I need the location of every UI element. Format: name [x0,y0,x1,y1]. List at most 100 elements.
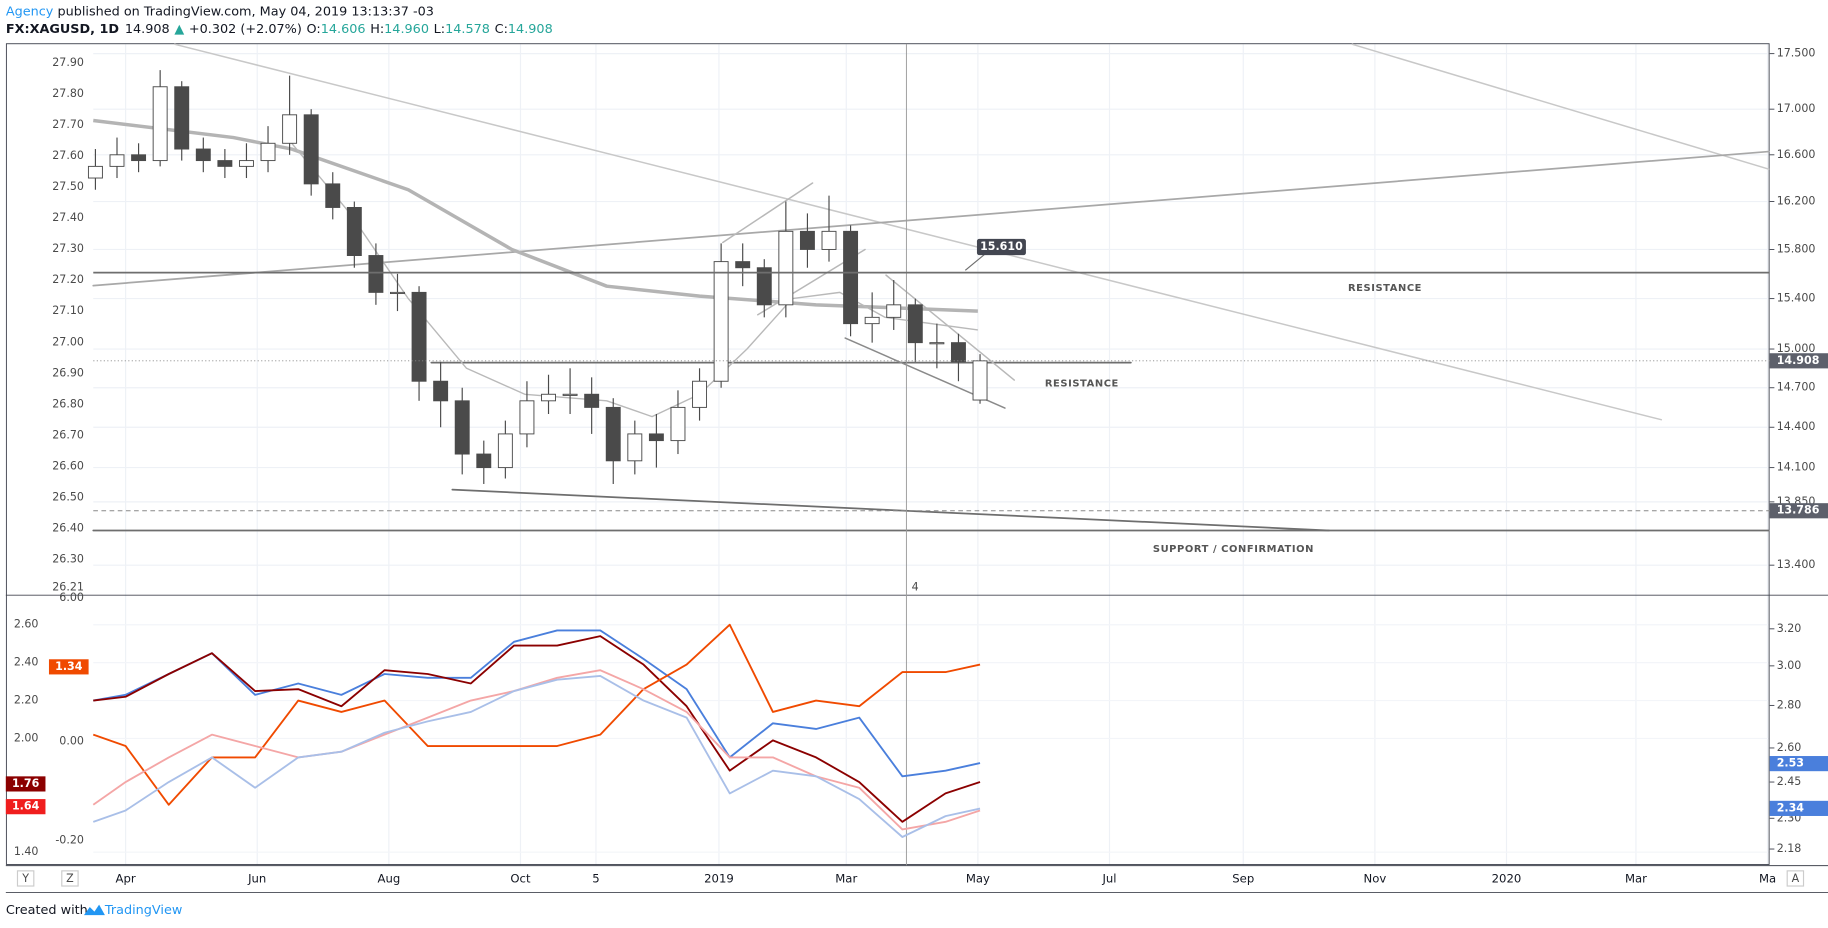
y2-tick-label: 26.90 [52,366,84,379]
publisher[interactable]: Agency [6,4,54,19]
axis-tag [1769,800,1828,816]
candle-body [303,114,319,185]
candle-body [390,291,405,295]
candle-body [692,380,708,408]
axis-tag-label: 1.76 [12,777,40,790]
candle-body [950,342,966,363]
candle-body [217,160,233,167]
y-tick-label: 2.40 [14,656,39,669]
trend-line [92,150,1770,287]
x-tick-label: Ma [1759,872,1776,886]
y-tick-label: 17.000 [1777,102,1816,115]
candle-body [670,406,686,442]
last-price: 14.908 [125,22,170,37]
axis-tag-label: 1.64 [12,800,40,813]
axis-tag-label: 2.53 [1777,757,1804,770]
price-tag [1769,353,1828,369]
moving-average [291,142,978,418]
candle-body [476,453,492,469]
candle-body [152,86,168,162]
y2-tick-label: 26.80 [52,397,84,410]
change-arrow: ▲ [174,22,184,37]
candle-body [282,114,298,144]
candle-body [238,160,254,167]
level-tag-label: 15.610 [980,240,1023,253]
x-tick-label: 5 [592,872,599,886]
y2-tick-label: 27.20 [52,273,84,286]
level-tag [976,238,1026,256]
y2-tick-label: 3.20 [1777,622,1802,635]
candle-body [627,433,643,462]
y3-tick-label: 0.00 [59,734,84,747]
candle-body [325,183,341,208]
x-tick-label: Aug [377,872,400,886]
y2-tick-label: 2.80 [1777,698,1802,711]
candle-body [497,433,513,469]
y-tick-label: 13.400 [1777,558,1816,571]
y2-tick-label: 27.80 [52,87,84,100]
price-tag [1769,503,1828,519]
candle-body [519,400,535,435]
symbol: FX:XAGUSD, 1D [6,22,119,37]
y-tick-label: 1.40 [14,845,39,858]
candle-body [972,360,988,401]
footer-text: Created with [6,903,88,918]
y-tick-label: 15.400 [1777,292,1816,305]
button-label[interactable]: A [1792,872,1800,885]
price-tag-label: 13.786 [1777,504,1820,517]
y2-tick-label: 2.45 [1777,775,1802,788]
candle-body [87,165,103,179]
y-tick-label: 17.500 [1777,47,1816,60]
candle-body [864,316,880,325]
candle-body [713,261,729,382]
y-tick-label: 14.100 [1777,461,1816,474]
y-tick-label: 16.600 [1777,148,1816,161]
axis-tag-label: 1.34 [55,660,83,673]
x-tick-label: May [966,872,990,886]
annotation: RESISTANCE [1045,379,1119,390]
y2-tick-label: 27.10 [52,304,84,317]
candle-body [109,154,125,167]
button[interactable] [1786,870,1805,887]
candle-body [433,380,449,402]
header-line-2: FX:XAGUSD, 1D 14.908 ▲ +0.302 (+2.07%) O:14.… [6,22,553,37]
candle-body [648,433,664,442]
button-label[interactable]: Z [66,872,74,885]
y-tick-label: 14.700 [1777,381,1816,394]
annotation: SUPPORT / CONFIRMATION [1153,544,1314,555]
button[interactable] [16,870,35,887]
indicator-line [93,635,981,823]
indicator-line [93,629,981,778]
candle-body [799,230,815,250]
y2-tick-label: 26.50 [52,490,84,503]
axis-tag [48,659,89,675]
x-tick-label: Nov [1364,872,1387,886]
y3-tick-label: 6.00 [59,591,84,604]
y2-tick-label: 3.00 [1777,659,1802,672]
annotation: RESISTANCE [1348,283,1422,294]
button[interactable] [61,870,79,887]
y2-tick-label: 26.21 [52,580,84,593]
x-tick-label: Oct [510,872,531,886]
indicator-line [92,623,981,806]
x-tick-label: Sep [1232,872,1254,886]
x-tick-label: 2019 [704,872,734,886]
brand[interactable]: TradingView [104,903,182,918]
y2-tick-label: 27.50 [52,180,84,193]
brand-logo [83,904,105,916]
crosshair-label: 4 [912,581,919,594]
ohlc-key: C: [495,22,508,37]
channel-line [885,274,1016,381]
y-tick-label: 15.800 [1777,242,1816,255]
y-tick-label: 16.200 [1777,195,1816,208]
x-tick-label: Mar [835,872,857,886]
plot: Apr Jun Aug Oct 5 2019 Mar May Jul Sep Nov 2020 Mar M… [5,47,1828,886]
x-tick-label: 2020 [1492,872,1522,886]
candle-body [368,255,384,293]
pane-frame [5,43,1770,865]
candle-body [195,148,211,162]
button-label[interactable]: Y [21,872,29,885]
x-tick-label: Mar [1625,872,1647,886]
candle-body [778,230,794,306]
